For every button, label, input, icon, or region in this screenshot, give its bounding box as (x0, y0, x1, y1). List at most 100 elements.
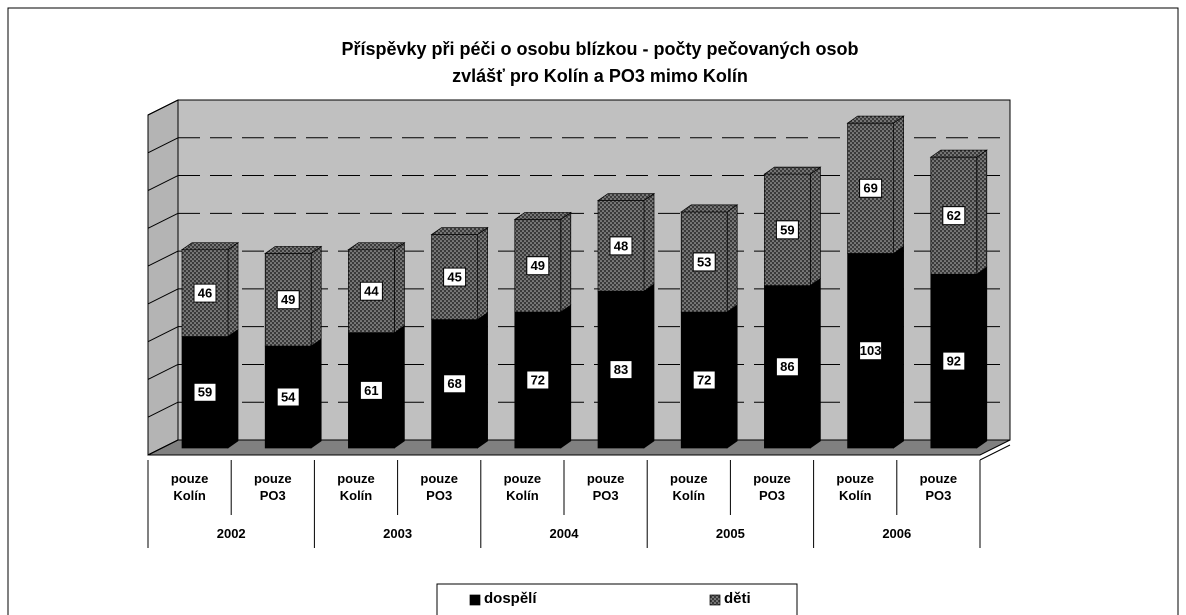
bar-side (310, 338, 322, 449)
value-label: 54 (281, 389, 296, 404)
bar-side (726, 204, 738, 313)
value-label: 59 (198, 385, 212, 400)
value-label-box (526, 370, 550, 390)
bar-side (227, 241, 239, 338)
value-label-box (443, 267, 467, 287)
value-label-box (775, 357, 799, 377)
group-label: 2003 (383, 526, 413, 541)
value-label: 61 (364, 383, 378, 398)
legend-label: děti (724, 590, 751, 607)
x-tick-label: pouze PO3 (420, 471, 458, 503)
bar-side (643, 192, 655, 292)
legend-label: dospělí (484, 590, 537, 607)
value-label: 92 (947, 354, 961, 369)
side-grid-line (147, 326, 179, 343)
bar-side (643, 283, 655, 449)
value-label-box (942, 206, 966, 226)
value-label-box (775, 220, 799, 240)
bar (847, 122, 894, 254)
bar-top (596, 193, 656, 201)
side-grid-line (147, 401, 179, 418)
bar-side (726, 304, 738, 449)
side-grid-line (147, 99, 179, 116)
side-grid-line (147, 250, 179, 267)
bar (348, 249, 395, 334)
bar-side (477, 311, 488, 449)
value-label: 68 (447, 376, 461, 391)
legend-marker (469, 594, 481, 606)
value-label-box (193, 283, 217, 303)
bar-side (810, 277, 821, 449)
bar-side (394, 241, 405, 334)
value-label-box (609, 360, 633, 380)
value-label: 69 (863, 181, 877, 196)
value-label: 72 (531, 372, 545, 387)
value-label-box (276, 290, 300, 310)
bar-top (513, 212, 572, 220)
x-tick-label: pouze PO3 (586, 471, 625, 503)
side-grid-line (147, 363, 179, 380)
side-grid-line (147, 137, 179, 154)
value-label-box (692, 252, 716, 272)
value-label-box (443, 374, 467, 394)
bar-side (560, 211, 572, 313)
bar-side (976, 149, 988, 275)
bar-side (227, 328, 239, 449)
value-label-box (859, 341, 883, 361)
side-grid-line (147, 288, 179, 305)
bar-top (929, 149, 988, 158)
chart-title: Příspěvky při péči o osobu blízkou - poč… (341, 39, 859, 86)
value-label: 53 (697, 254, 711, 269)
value-label-box (359, 380, 383, 400)
bar-side (310, 245, 322, 347)
value-label: 44 (364, 284, 379, 299)
group-label: 2004 (549, 526, 579, 541)
x-tick-label: pouze Kolín (670, 471, 708, 503)
value-label-box (276, 387, 300, 407)
value-label-box (692, 370, 716, 390)
side-grid-line (147, 212, 179, 229)
axis-tick-line (979, 444, 1011, 461)
x-tick-label: pouze Kolín (836, 471, 874, 503)
side-grid-line (147, 175, 179, 192)
bar-side (477, 226, 488, 321)
x-tick-label: pouze PO3 (254, 471, 292, 503)
bar-side (394, 325, 405, 449)
value-label-box (609, 236, 633, 256)
value-label: 59 (780, 222, 794, 237)
value-label: 83 (614, 362, 628, 377)
value-label: 103 (860, 343, 882, 358)
value-label: 72 (697, 372, 711, 387)
value-label-box (942, 351, 966, 371)
value-label-box (526, 256, 550, 276)
value-label-box (359, 281, 383, 301)
x-tick-label: pouze PO3 (919, 471, 958, 503)
legend-marker (709, 594, 721, 606)
x-tick-label: pouze Kolín (337, 471, 375, 503)
side-grid-line (147, 439, 179, 456)
value-label: 45 (447, 269, 461, 284)
bar-top (264, 246, 323, 254)
bar-top (347, 242, 406, 251)
value-label: 46 (198, 286, 212, 301)
value-label: 86 (780, 359, 794, 374)
group-label: 2002 (216, 526, 246, 541)
value-label: 48 (614, 238, 628, 253)
bar-top (846, 115, 905, 124)
x-tick-label: pouze PO3 (753, 471, 791, 503)
value-label: 49 (531, 258, 545, 273)
value-label-box (193, 382, 217, 402)
side-wall (147, 99, 179, 456)
legend-box (436, 583, 798, 615)
value-label-box (859, 178, 883, 198)
bar-top (680, 204, 739, 213)
bar-top (430, 227, 489, 235)
group-label: 2005 (715, 526, 745, 541)
x-tick-label: pouze Kolín (170, 471, 209, 503)
group-label: 2006 (882, 526, 912, 541)
x-tick-label: pouze Kolín (503, 471, 542, 503)
bar-side (560, 304, 572, 449)
bar-top (763, 166, 822, 175)
